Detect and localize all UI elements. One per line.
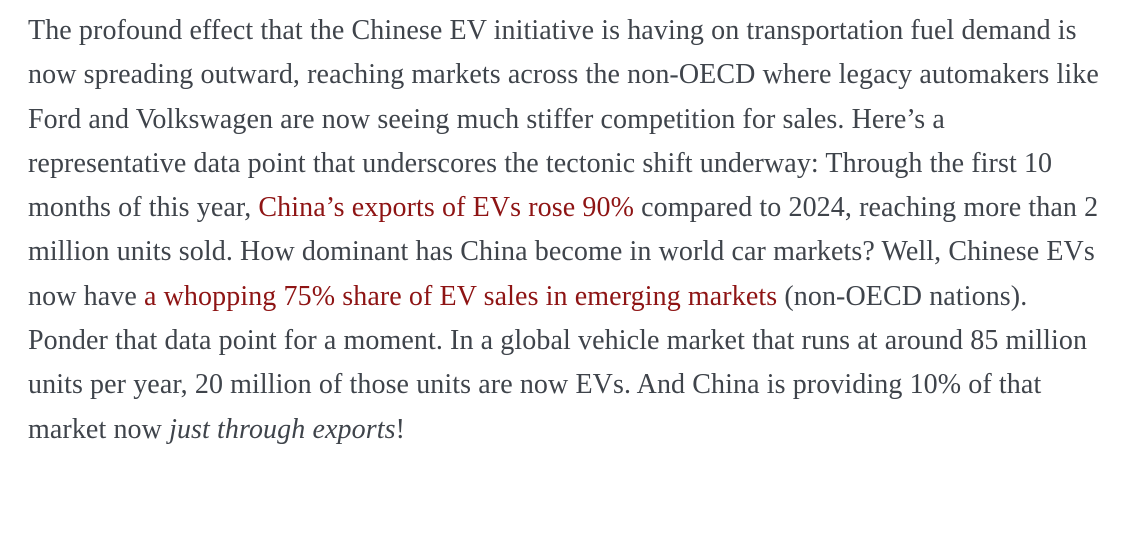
article-paragraph: The profound effect that the Chinese EV … [28,9,1101,452]
inline-link[interactable]: China’s exports of EVs rose 90% [258,192,635,224]
inline-link[interactable]: a whopping 75% share of EV sales in emer… [143,280,778,312]
body-text: compared to 2024, reaching more than 2 m… [28,192,1099,312]
italic-text: just through exports [169,413,396,445]
article-body: The profound effect that the Chinese EV … [28,9,1101,452]
body-text: ! [395,413,406,445]
body-text: The profound effect that the Chinese EV … [28,15,1099,224]
body-text: (non-OECD nations). Ponder that data poi… [28,280,1088,445]
